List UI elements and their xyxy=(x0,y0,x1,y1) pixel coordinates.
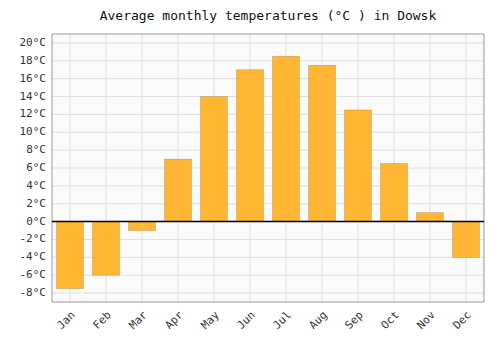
y-tick-label: 8°C xyxy=(26,143,46,156)
y-tick-label: 6°C xyxy=(26,161,46,174)
y-tick-label: 10°C xyxy=(20,125,47,138)
bars xyxy=(57,56,480,288)
grid-line xyxy=(52,78,484,79)
grid-line xyxy=(52,293,484,294)
bar xyxy=(453,222,480,258)
grid-line xyxy=(52,150,484,151)
y-tick-label: 20°C xyxy=(20,36,47,49)
bar xyxy=(129,222,156,231)
x-tick-label: Oct xyxy=(379,309,402,332)
x-tick-label: Jul xyxy=(271,309,294,332)
grid-line xyxy=(52,185,484,186)
x-tick-label: May xyxy=(199,308,223,332)
y-tick-label: -4°C xyxy=(20,250,47,263)
x-tick-label: Feb xyxy=(91,309,114,332)
x-tick-label: Apr xyxy=(163,308,187,332)
background xyxy=(0,0,500,350)
bar xyxy=(273,56,300,221)
bar xyxy=(93,222,120,276)
grid-line xyxy=(52,132,484,133)
grid-line xyxy=(52,60,484,61)
y-tick-label: -8°C xyxy=(20,286,47,299)
bar xyxy=(201,97,228,222)
bar xyxy=(57,222,84,289)
grid-line xyxy=(430,34,431,302)
x-tick-label: Jan xyxy=(55,309,78,332)
y-tick-label: 16°C xyxy=(20,72,47,85)
title: Average monthly temperatures (°C ) in Do… xyxy=(100,8,437,23)
bar xyxy=(345,110,372,222)
x-tick-label: Jun xyxy=(235,309,258,332)
plot-area xyxy=(52,34,484,302)
grid-line xyxy=(466,34,467,302)
plot-frame xyxy=(52,34,484,302)
grid-line xyxy=(52,221,484,222)
bar xyxy=(381,164,408,222)
grid-line xyxy=(52,96,484,97)
grid xyxy=(52,34,484,302)
y-tick-label: 0°C xyxy=(26,215,46,228)
bar xyxy=(165,159,192,222)
y-tick-label: -6°C xyxy=(20,268,47,281)
y-tick-label: 18°C xyxy=(20,54,47,67)
x-tick-label: Sep xyxy=(343,309,366,332)
grid-line xyxy=(52,168,484,169)
x-tick-label: Aug xyxy=(307,309,330,332)
y-tick-label: 2°C xyxy=(26,197,46,210)
zero-line xyxy=(52,221,484,223)
x-tick-label: Nov xyxy=(415,308,439,332)
grid-line xyxy=(52,203,484,204)
x-tick-label: Mar xyxy=(127,308,151,332)
bar xyxy=(237,70,264,222)
bar xyxy=(417,213,444,222)
grid-line xyxy=(52,114,484,115)
y-tick-label: 12°C xyxy=(20,107,47,120)
grid-line xyxy=(142,34,143,302)
bar xyxy=(309,65,336,221)
axes: -8°C -6°C -4°C -2°C 0°C 2°C 4°C 6°C 8°C 10°C 12°C 1… xyxy=(20,36,474,332)
x-tick-label: Dec xyxy=(451,309,474,332)
y-tick-label: -2°C xyxy=(20,232,47,245)
chart: -8°C -6°C -4°C -2°C 0°C 2°C 4°C 6°C 8°C 10°C 12°C 1… xyxy=(0,0,500,350)
y-tick-label: 4°C xyxy=(26,179,46,192)
grid-line xyxy=(52,42,484,43)
y-tick-label: 14°C xyxy=(20,90,47,103)
